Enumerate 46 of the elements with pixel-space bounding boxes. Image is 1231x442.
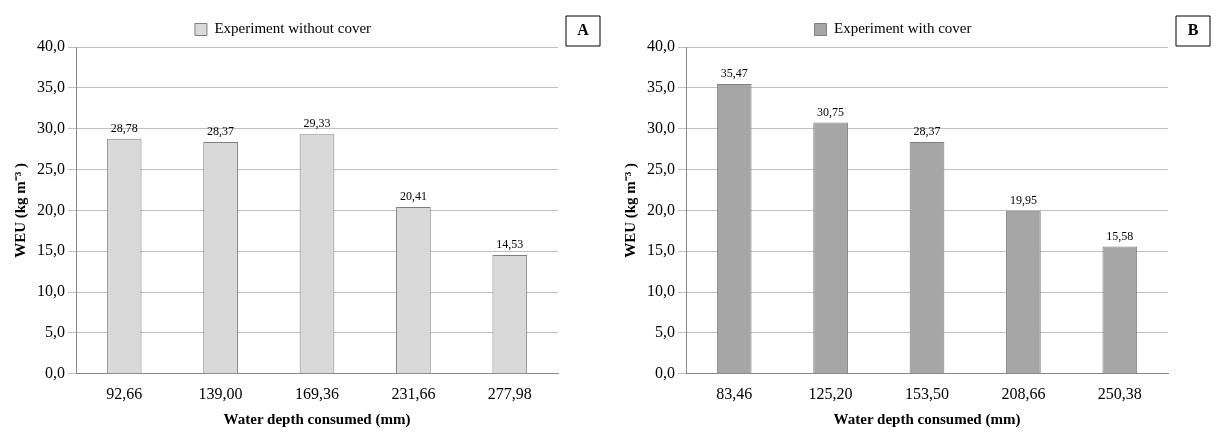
x-tick-label: 92,66	[106, 384, 143, 402]
y-tick-label: 25,0	[647, 159, 675, 177]
y-tick-label: 15,0	[37, 241, 65, 259]
y-axis-title: WEU (kg m⁻³ )	[11, 162, 29, 258]
y-tick-label: 30,0	[647, 118, 675, 136]
legend-label: Experiment with cover	[834, 20, 972, 37]
y-tick-label: 35,0	[647, 78, 675, 96]
x-tick-label: 139,00	[198, 384, 243, 402]
data-label: 28,78	[110, 120, 138, 135]
x-tick-label: 250,38	[1097, 384, 1142, 402]
y-tick-label: 15,0	[647, 241, 675, 259]
y-tick-label: 0,0	[45, 364, 65, 381]
data-label: 19,95	[1009, 192, 1037, 207]
y-tick-label: 40,0	[37, 37, 65, 55]
x-tick-label: 153,50	[905, 384, 949, 402]
x-tick-label: 83,46	[716, 384, 753, 402]
y-tick-label: 0,0	[655, 364, 675, 381]
x-axis-title: Water depth consumed (mm)	[223, 410, 411, 428]
y-tick-label: 25,0	[37, 159, 65, 177]
legend-label: Experiment without cover	[214, 20, 372, 37]
data-label: 35,47	[720, 66, 748, 81]
data-label: 30,75	[817, 104, 845, 119]
y-tick-label: 20,0	[647, 200, 675, 218]
x-tick-label: 277,98	[487, 384, 532, 402]
data-label: 28,37	[207, 124, 235, 139]
data-label: 29,33	[303, 116, 331, 131]
x-tick-label: 169,36	[295, 384, 339, 402]
data-label: 14,53	[496, 237, 524, 252]
x-tick-label: 231,66	[391, 384, 436, 402]
data-label: 28,37	[913, 124, 941, 139]
x-axis-title: Water depth consumed (mm)	[833, 410, 1021, 428]
y-tick-label: 10,0	[37, 282, 65, 300]
y-tick-label: 35,0	[37, 78, 65, 96]
data-label: 15,58	[1106, 228, 1134, 243]
y-tick-label: 5,0	[655, 323, 675, 341]
y-tick-label: 5,0	[45, 323, 65, 341]
text: B	[1187, 21, 1199, 39]
y-tick-label: 30,0	[37, 118, 65, 136]
y-tick-label: 20,0	[37, 200, 65, 218]
y-tick-label: 40,0	[647, 37, 675, 55]
x-tick-label: 208,66	[1001, 384, 1046, 402]
x-tick-label: 125,20	[808, 384, 853, 402]
y-tick-label: 10,0	[647, 282, 675, 300]
data-label: 20,41	[399, 189, 427, 204]
y-axis-title: WEU (kg m⁻³ )	[621, 162, 639, 258]
text: A	[577, 21, 590, 39]
